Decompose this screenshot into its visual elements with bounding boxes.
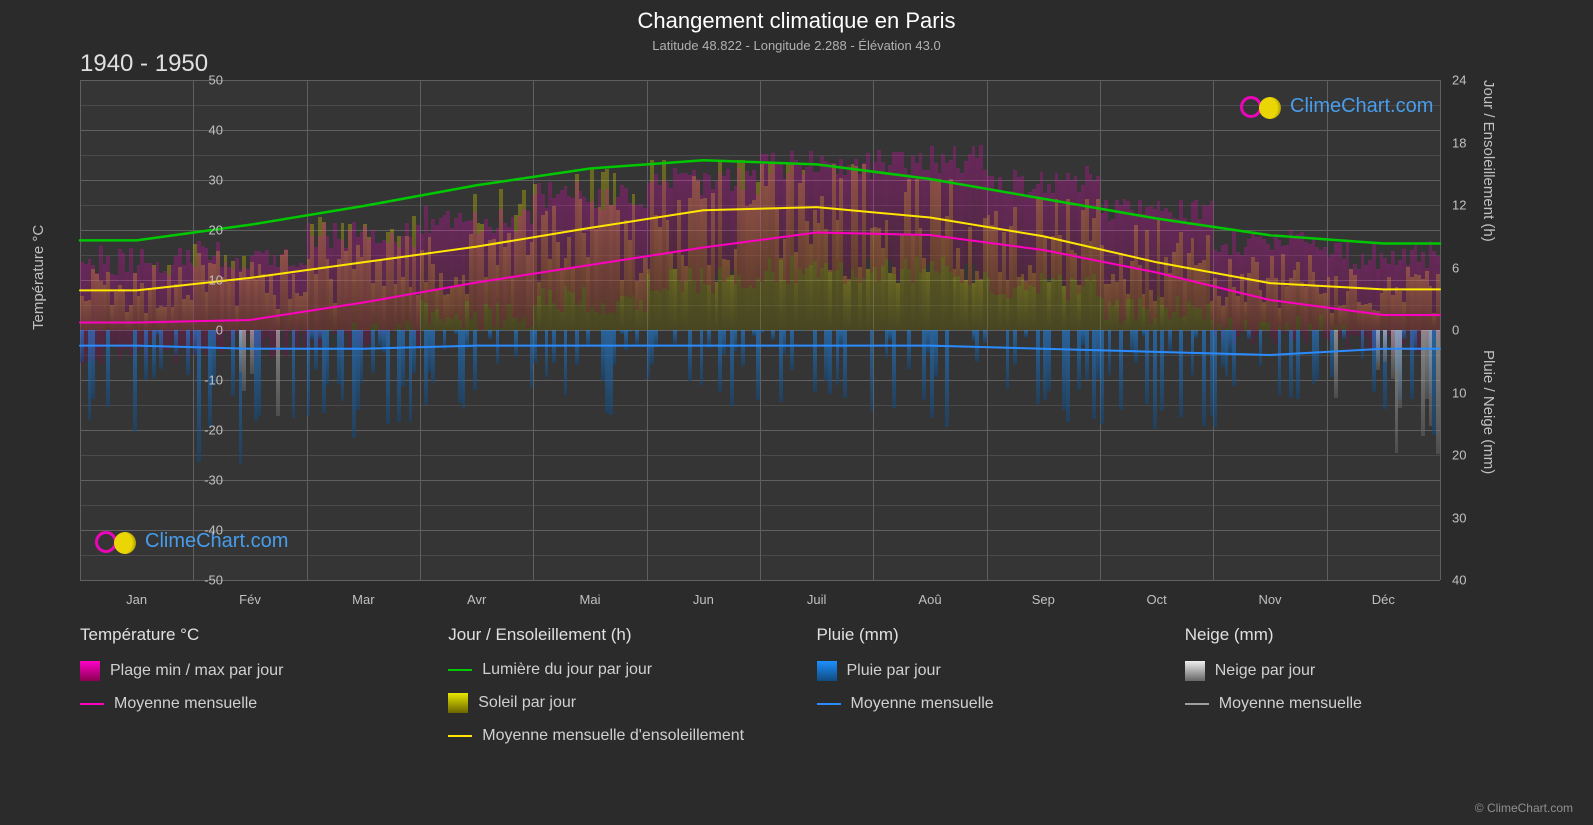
legend-swatch	[1185, 703, 1209, 705]
y-right-bottom-tick: 20	[1452, 448, 1466, 463]
legend-label: Pluie par jour	[847, 662, 941, 680]
y-left-tick: 40	[183, 123, 223, 138]
legend-item: Pluie par jour	[817, 661, 1145, 681]
y-right-top-tick: 18	[1452, 135, 1466, 150]
y-right-bottom-tick: 40	[1452, 573, 1466, 588]
y-left-tick: -40	[183, 523, 223, 538]
x-tick: Mai	[580, 592, 601, 607]
y-left-tick: 20	[183, 223, 223, 238]
y-right-bottom-label: Pluie / Neige (mm)	[1480, 350, 1497, 474]
legend-column: Température °C Plage min / max par jour Mo…	[80, 625, 408, 759]
legend-item: Plage min / max par jour	[80, 661, 408, 681]
legend-label: Moyenne mensuelle	[851, 695, 994, 713]
plot-area	[80, 80, 1440, 580]
legend: Température °C Plage min / max par jour Mo…	[80, 625, 1513, 759]
y-left-tick: 50	[183, 73, 223, 88]
legend-item: Moyenne mensuelle	[817, 695, 1145, 713]
legend-swatch	[448, 693, 468, 713]
legend-swatch	[80, 703, 104, 705]
legend-swatch	[817, 661, 837, 681]
legend-item: Neige par jour	[1185, 661, 1513, 681]
copyright: © ClimeChart.com	[1475, 801, 1573, 815]
logo-icon	[95, 531, 117, 553]
x-tick: Nov	[1258, 592, 1281, 607]
legend-swatch	[80, 661, 100, 681]
x-tick: Aoû	[918, 592, 941, 607]
x-tick: Fév	[239, 592, 261, 607]
y-right-top-tick: 12	[1452, 198, 1466, 213]
legend-item: Lumière du jour par jour	[448, 661, 776, 679]
legend-header: Pluie (mm)	[817, 625, 1145, 645]
y-left-tick: -50	[183, 573, 223, 588]
y-left-tick: 10	[183, 273, 223, 288]
x-tick: Déc	[1372, 592, 1395, 607]
legend-label: Plage min / max par jour	[110, 662, 283, 680]
legend-header: Température °C	[80, 625, 408, 645]
chart-root: Changement climatique en Paris Latitude …	[0, 0, 1593, 825]
legend-label: Soleil par jour	[478, 694, 576, 712]
x-tick: Juil	[807, 592, 827, 607]
y-right-top-tick: 24	[1452, 73, 1466, 88]
legend-item: Moyenne mensuelle d'ensoleillement	[448, 727, 776, 745]
x-tick: Mar	[352, 592, 374, 607]
watermark-text: ClimeChart.com	[1290, 95, 1433, 118]
legend-swatch	[448, 669, 472, 671]
legend-label: Neige par jour	[1215, 662, 1316, 680]
legend-column: Pluie (mm) Pluie par jour Moyenne mensuell…	[817, 625, 1145, 759]
legend-label: Lumière du jour par jour	[482, 661, 652, 679]
legend-column: Jour / Ensoleillement (h) Lumière du jour…	[448, 625, 776, 759]
y-right-bottom-tick: 10	[1452, 385, 1466, 400]
x-tick: Jun	[693, 592, 714, 607]
legend-column: Neige (mm) Neige par jour Moyenne mensuell…	[1185, 625, 1513, 759]
watermark-top: ClimeChart.com	[1240, 95, 1433, 118]
y-right-top-tick: 0	[1452, 323, 1459, 338]
legend-swatch	[448, 735, 472, 737]
chart-subtitle: Latitude 48.822 - Longitude 2.288 - Élév…	[0, 38, 1593, 53]
legend-header: Jour / Ensoleillement (h)	[448, 625, 776, 645]
legend-label: Moyenne mensuelle d'ensoleillement	[482, 727, 744, 745]
legend-label: Moyenne mensuelle	[114, 695, 257, 713]
y-left-label: Température °C	[30, 225, 47, 330]
line-layer	[80, 80, 1440, 580]
logo-icon	[1240, 96, 1262, 118]
daylight-line	[80, 160, 1440, 243]
x-tick: Avr	[467, 592, 486, 607]
y-left-tick: 30	[183, 173, 223, 188]
legend-swatch	[1185, 661, 1205, 681]
x-tick: Sep	[1032, 592, 1055, 607]
y-right-bottom-tick: 30	[1452, 510, 1466, 525]
y-right-top-tick: 6	[1452, 260, 1459, 275]
y-left-tick: -30	[183, 473, 223, 488]
legend-label: Moyenne mensuelle	[1219, 695, 1362, 713]
y-left-tick: -10	[183, 373, 223, 388]
y-left-tick: -20	[183, 423, 223, 438]
chart-title: Changement climatique en Paris	[0, 8, 1593, 34]
x-tick: Oct	[1147, 592, 1167, 607]
legend-item: Soleil par jour	[448, 693, 776, 713]
legend-header: Neige (mm)	[1185, 625, 1513, 645]
legend-swatch	[817, 703, 841, 705]
legend-item: Moyenne mensuelle	[1185, 695, 1513, 713]
rain-avg-line	[80, 346, 1440, 355]
y-right-top-label: Jour / Ensoleillement (h)	[1480, 80, 1497, 242]
y-left-tick: 0	[183, 323, 223, 338]
x-tick: Jan	[126, 592, 147, 607]
legend-item: Moyenne mensuelle	[80, 695, 408, 713]
